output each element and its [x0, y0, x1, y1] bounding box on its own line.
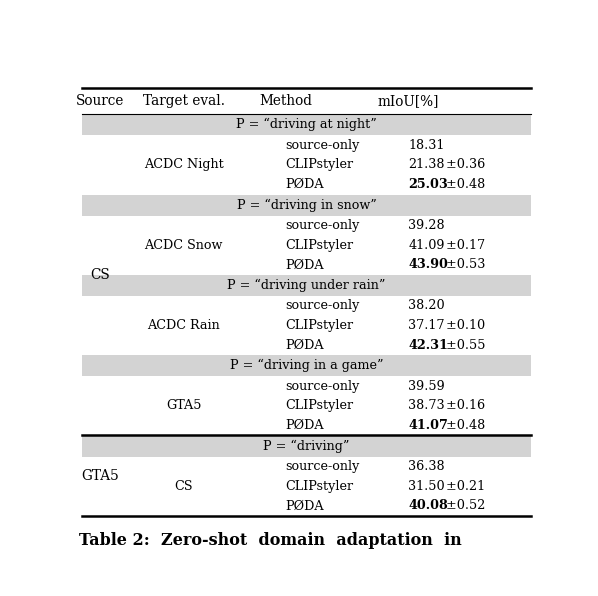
Text: P = “driving in snow”: P = “driving in snow” — [237, 198, 376, 212]
Text: ±0.16: ±0.16 — [442, 399, 485, 412]
Text: 37.17: 37.17 — [408, 319, 445, 332]
Text: CS: CS — [90, 268, 110, 282]
Text: ACDC Rain: ACDC Rain — [147, 319, 220, 332]
Text: CLIPstyler: CLIPstyler — [286, 480, 354, 493]
Text: source-only: source-only — [286, 299, 360, 312]
Text: CS: CS — [175, 480, 193, 493]
Text: 41.09: 41.09 — [408, 239, 445, 252]
Text: ±0.55: ±0.55 — [442, 339, 486, 352]
Text: ±0.36: ±0.36 — [442, 159, 485, 172]
Text: ±0.48: ±0.48 — [442, 419, 485, 432]
Text: mIoU[%]: mIoU[%] — [378, 94, 439, 108]
Text: source-only: source-only — [286, 139, 360, 151]
Text: Table 2:  Zero-shot  domain  adaptation  in: Table 2: Zero-shot domain adaptation in — [80, 532, 462, 550]
Text: ACDC Night: ACDC Night — [144, 159, 224, 172]
Text: Target eval.: Target eval. — [143, 94, 225, 108]
Text: 25.03: 25.03 — [408, 178, 448, 191]
Text: 18.31: 18.31 — [408, 139, 445, 151]
Text: source-only: source-only — [286, 219, 360, 232]
Text: PØDA: PØDA — [286, 178, 324, 191]
Text: 36.38: 36.38 — [408, 460, 445, 473]
Bar — [82, 114, 531, 135]
Text: ±0.48: ±0.48 — [442, 178, 485, 191]
Text: source-only: source-only — [286, 380, 360, 393]
Text: GTA5: GTA5 — [166, 399, 202, 412]
Text: PØDA: PØDA — [286, 419, 324, 432]
Text: ±0.53: ±0.53 — [442, 259, 485, 271]
Text: CLIPstyler: CLIPstyler — [286, 319, 354, 332]
Text: 31.50: 31.50 — [408, 480, 445, 493]
Text: PØDA: PØDA — [286, 259, 324, 271]
Text: PØDA: PØDA — [286, 499, 324, 513]
Text: Source: Source — [76, 94, 124, 108]
Bar — [82, 275, 531, 296]
Text: 39.28: 39.28 — [408, 219, 445, 232]
Text: ±0.10: ±0.10 — [442, 319, 485, 332]
Text: 38.20: 38.20 — [408, 299, 445, 312]
Bar — [82, 355, 531, 376]
Text: 41.07: 41.07 — [408, 419, 448, 432]
Text: PØDA: PØDA — [286, 339, 324, 352]
Text: 38.73: 38.73 — [408, 399, 445, 412]
Text: CLIPstyler: CLIPstyler — [286, 239, 354, 252]
Text: P = “driving under rain”: P = “driving under rain” — [227, 279, 386, 292]
Text: 39.59: 39.59 — [408, 380, 445, 393]
Bar — [82, 194, 531, 216]
Text: P = “driving at night”: P = “driving at night” — [236, 118, 377, 131]
Text: 21.38: 21.38 — [408, 159, 445, 172]
Text: ±0.17: ±0.17 — [442, 239, 485, 252]
Text: P = “driving”: P = “driving” — [263, 439, 350, 452]
Bar — [82, 436, 531, 457]
Text: Method: Method — [259, 94, 312, 108]
Text: 43.90: 43.90 — [408, 259, 448, 271]
Text: ±0.52: ±0.52 — [442, 499, 485, 513]
Text: source-only: source-only — [286, 460, 360, 473]
Text: 40.08: 40.08 — [408, 499, 448, 513]
Text: CLIPstyler: CLIPstyler — [286, 159, 354, 172]
Text: ±0.21: ±0.21 — [442, 480, 485, 493]
Text: ACDC Snow: ACDC Snow — [145, 239, 223, 252]
Text: CLIPstyler: CLIPstyler — [286, 399, 354, 412]
Text: GTA5: GTA5 — [81, 468, 119, 483]
Text: P = “driving in a game”: P = “driving in a game” — [230, 359, 383, 372]
Text: 42.31: 42.31 — [408, 339, 448, 352]
